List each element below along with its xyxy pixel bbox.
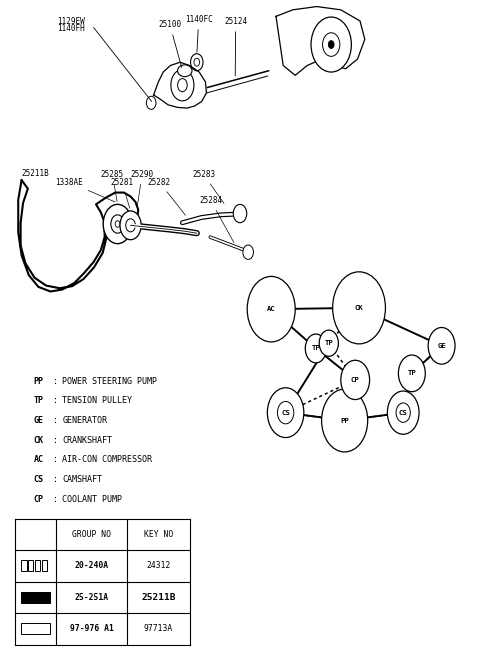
Text: 25282: 25282 (148, 178, 185, 215)
Text: 25281: 25281 (110, 178, 133, 208)
Text: PP: PP (34, 377, 44, 386)
Circle shape (146, 96, 156, 109)
Circle shape (115, 221, 120, 227)
Text: :: : (53, 475, 58, 484)
Text: 25100: 25100 (158, 20, 181, 67)
Text: 97-976 A1: 97-976 A1 (70, 624, 114, 633)
Circle shape (387, 391, 419, 434)
Bar (42, 561, 47, 571)
Text: 1129EW: 1129EW (58, 17, 85, 26)
Circle shape (398, 355, 425, 392)
Circle shape (191, 54, 203, 71)
Circle shape (341, 360, 370, 400)
Circle shape (305, 334, 326, 363)
Text: COOLANT PUMP: COOLANT PUMP (62, 495, 122, 504)
Text: 25284: 25284 (199, 196, 234, 242)
Text: 25211B: 25211B (22, 168, 49, 178)
Circle shape (396, 403, 410, 422)
Text: CP: CP (351, 377, 360, 383)
Polygon shape (154, 62, 206, 108)
Text: CAMSHAFT: CAMSHAFT (62, 475, 102, 484)
Text: GENERATOR: GENERATOR (62, 416, 108, 425)
Text: PP: PP (340, 417, 349, 424)
Text: 97713A: 97713A (144, 624, 173, 633)
Ellipse shape (178, 65, 192, 77)
Text: :: : (53, 396, 58, 405)
Text: AIR-CON COMPRESSOR: AIR-CON COMPRESSOR (62, 455, 153, 464)
Text: :: : (53, 495, 58, 504)
Text: 25124: 25124 (224, 17, 247, 76)
Text: TP: TP (324, 340, 333, 346)
Polygon shape (18, 180, 138, 291)
Circle shape (428, 328, 455, 364)
Text: CRANKSHAFT: CRANKSHAFT (62, 436, 112, 445)
Text: 25283: 25283 (192, 170, 224, 204)
Circle shape (322, 389, 368, 452)
Text: TP: TP (312, 345, 320, 352)
Text: AC: AC (34, 455, 44, 464)
Text: CK: CK (34, 436, 44, 445)
Text: :: : (53, 416, 58, 425)
Text: TP: TP (34, 396, 44, 405)
Text: 25290: 25290 (131, 170, 154, 207)
Circle shape (333, 272, 385, 344)
Bar (22, 561, 27, 571)
Bar (28, 561, 34, 571)
Bar (22, 624, 50, 634)
Circle shape (311, 17, 351, 72)
Text: 25211B: 25211B (141, 593, 176, 602)
Text: :: : (53, 455, 58, 464)
Circle shape (243, 245, 253, 259)
Text: GE: GE (437, 343, 446, 349)
Text: GROUP NO: GROUP NO (72, 530, 111, 539)
Circle shape (103, 204, 132, 244)
Circle shape (319, 330, 338, 356)
Text: CS: CS (281, 409, 290, 416)
Text: 24312: 24312 (146, 561, 170, 571)
Circle shape (267, 388, 304, 438)
Text: GE: GE (34, 416, 44, 425)
Text: 1338AE: 1338AE (55, 178, 115, 202)
Text: :: : (53, 436, 58, 445)
Text: 1140FH: 1140FH (58, 24, 85, 33)
Text: CS: CS (399, 409, 408, 416)
Circle shape (178, 79, 187, 92)
Circle shape (323, 33, 340, 56)
Text: 20-240A: 20-240A (74, 561, 109, 571)
Circle shape (328, 41, 334, 48)
Bar (22, 592, 50, 603)
Text: POWER STEERING PUMP: POWER STEERING PUMP (62, 377, 157, 386)
Circle shape (111, 215, 124, 233)
Text: 25-251A: 25-251A (74, 593, 109, 602)
Circle shape (171, 69, 194, 101)
Text: CP: CP (34, 495, 44, 504)
Text: 1140FC: 1140FC (185, 15, 213, 52)
Text: KEY NO: KEY NO (144, 530, 173, 539)
Text: CK: CK (355, 305, 363, 311)
Text: 25285: 25285 (101, 170, 124, 202)
Text: CS: CS (34, 475, 44, 484)
Circle shape (126, 219, 135, 232)
Circle shape (233, 204, 247, 223)
Circle shape (120, 211, 141, 240)
Text: :: : (53, 377, 58, 386)
Circle shape (247, 276, 295, 342)
Text: TP: TP (408, 370, 416, 377)
Text: AC: AC (267, 306, 276, 312)
Bar (35, 561, 40, 571)
Circle shape (194, 58, 200, 66)
Circle shape (277, 402, 294, 424)
Text: TENSION PULLEY: TENSION PULLEY (62, 396, 132, 405)
